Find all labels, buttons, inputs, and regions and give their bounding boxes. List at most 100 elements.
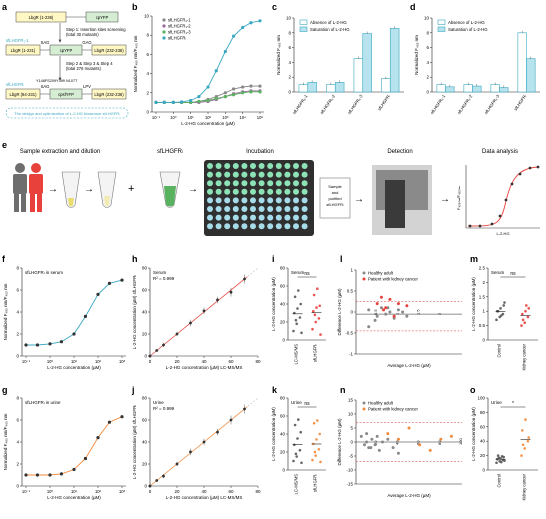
panel-letter-o: o: [470, 385, 476, 395]
bar: [490, 84, 500, 93]
panel-a-diagram: LbgR (1-236) cpYFP Step 1: Insertion sit…: [5, 11, 129, 119]
data-point: [314, 454, 318, 457]
data-point: [318, 432, 322, 436]
construct-3-seg1: LbgR (84-231): [9, 92, 37, 97]
data-point: [297, 289, 300, 292]
data-point: [59, 472, 64, 476]
well: [250, 214, 256, 221]
well: [250, 223, 256, 230]
data-point: [232, 93, 236, 97]
legend-label: sfLHGFR₁-1: [168, 18, 191, 23]
well: [241, 171, 248, 178]
data-point: [72, 467, 76, 472]
category-label: Control: [497, 344, 502, 358]
category-label: sfLHGFR₁-2: [456, 93, 473, 115]
x-tick-label: 10³: [119, 489, 126, 494]
y-tick-label: 6: [288, 45, 291, 50]
data-point: [527, 436, 530, 439]
legend-label: Saturation of L-2-HG: [448, 27, 488, 32]
well: [258, 197, 265, 204]
x-axis-label: L-2-HG concentration (µM): [181, 121, 235, 126]
data-point: [35, 473, 40, 477]
construct-3-seg3: LbgR (232-236): [94, 92, 124, 97]
y-tick-label: 1: [350, 268, 353, 273]
well: [207, 223, 213, 230]
legend-label: Saturation of L-2-HG: [310, 27, 350, 32]
data-point: [496, 454, 500, 457]
well: [224, 197, 231, 204]
y-tick-label: 0: [282, 338, 285, 343]
step1-sub: (total 30 mutants): [66, 32, 99, 37]
data-point: [35, 343, 40, 347]
legend-label: sfLHGFR₁-2: [168, 24, 191, 29]
bar: [381, 78, 391, 93]
bar: [362, 33, 372, 93]
construct-2-seg3: LbgR (232-236): [94, 48, 124, 53]
x-axis-label: L-2-HG concentration (µM): [47, 365, 101, 370]
category-label: Kidney cancer: [522, 473, 527, 500]
y-tick-label: 0: [144, 354, 147, 359]
y-axis-label: L-2-HG concentration (µM) sfLHGFRₗ: [132, 405, 137, 480]
legend-label: Healthy adult: [368, 271, 394, 276]
category-label: sfLHGFR₁-2: [319, 93, 336, 115]
category-label: sfLHGFR₁-1: [292, 93, 309, 115]
significance-label: *: [512, 401, 514, 407]
x-tick-label: 2: [437, 312, 442, 315]
data-point: [500, 460, 503, 464]
data-point: [229, 418, 233, 422]
plate-reader-icon: [372, 165, 432, 235]
data-point: [162, 343, 165, 347]
data-point: [162, 474, 165, 478]
y-tick-label: 10: [424, 16, 430, 21]
well: [224, 163, 231, 169]
data-point: [59, 340, 64, 344]
well: [293, 171, 299, 178]
data-point: [241, 85, 245, 89]
y-tick-label: 80: [142, 266, 148, 271]
y-tick-label: 4: [16, 440, 19, 445]
data-point: [24, 343, 28, 347]
well: [232, 171, 239, 178]
y-tick-label: 0: [350, 440, 353, 445]
x-axis-label: L-2-HG concentration (µM): [47, 495, 101, 500]
arrow-2-icon: →: [84, 184, 94, 195]
well: [275, 206, 282, 212]
y-tick-label: 10: [144, 14, 150, 19]
fit-line: [149, 406, 248, 487]
bar: [445, 86, 455, 93]
data-point: [249, 90, 253, 94]
data-point: [388, 310, 392, 314]
data-point: [386, 432, 390, 436]
e-step-sample: Sample extraction and dilution: [20, 149, 100, 155]
chart-m: 0 0.5 1 1.5 2 2.5 L-2-HG concentration (µM) Ser…: [471, 266, 538, 371]
data-point: [258, 84, 262, 88]
well: [284, 188, 291, 195]
well: [284, 180, 291, 187]
well: [224, 223, 231, 230]
well: [207, 214, 213, 221]
data-point: [311, 458, 314, 462]
panel-letter-a: a: [2, 2, 8, 12]
y-tick-label: 8: [426, 30, 429, 35]
chart-l: -1 -0.5 0 0.5 1 Difference L-2-HG (µM) Average…: [337, 268, 462, 368]
well: [301, 188, 308, 195]
y-tick-label: 2: [146, 90, 149, 95]
data-point: [392, 314, 396, 318]
tube-sensor-icon: [159, 171, 181, 208]
x-tick-label: 1: [394, 312, 399, 315]
legend-marker: [362, 271, 366, 275]
y-tick-label: 60: [280, 284, 286, 289]
x-tick-label: 10¹: [188, 115, 195, 120]
y-tick-label: 5: [350, 426, 353, 431]
well: [224, 188, 231, 195]
data-point: [396, 308, 400, 312]
y-tick-label: 4: [288, 60, 291, 65]
data-point: [175, 332, 179, 336]
data-point: [214, 69, 218, 73]
construct-2-link2: GAG: [82, 40, 91, 45]
well: [215, 223, 222, 230]
data-point: [500, 455, 504, 458]
data-point: [388, 297, 392, 301]
well: [301, 197, 308, 204]
data-point: [223, 95, 227, 99]
